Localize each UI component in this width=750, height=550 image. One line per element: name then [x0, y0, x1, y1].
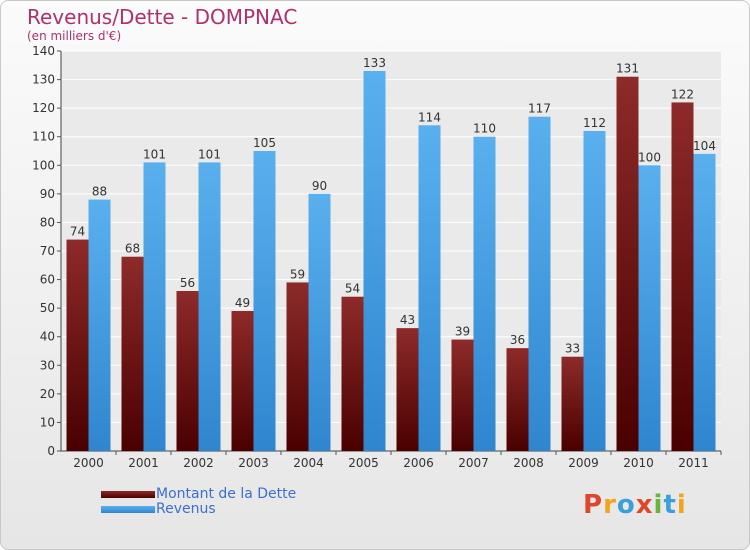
data-label-dette: 36 [510, 333, 525, 347]
y-tick-label: 100 [32, 158, 55, 172]
bar-revenus [418, 125, 441, 452]
x-tick-label: 2006 [403, 456, 434, 470]
x-tick-label: 2011 [678, 456, 709, 470]
axes: 0 10 20 30 40 50 60 70 80 90 100 110 120 130 140 2000 20… [32, 44, 722, 470]
bar-dette [286, 282, 309, 451]
x-tick-label: 2007 [458, 456, 489, 470]
x-tick-label: 2008 [513, 456, 544, 470]
bar-dette [231, 311, 254, 451]
data-label-dette: 54 [345, 282, 360, 296]
y-tick-label: 20 [40, 387, 55, 401]
data-label-dette: 122 [671, 87, 694, 101]
bar-revenus [198, 162, 221, 451]
data-label-revenus: 112 [583, 116, 606, 130]
data-label-dette: 43 [400, 313, 415, 327]
bar-revenus [363, 71, 386, 451]
bar-dette [341, 296, 364, 451]
chart-title: Revenus/Dette - DOMPNAC [27, 5, 298, 29]
x-tick-label: 2005 [348, 456, 379, 470]
x-tick-label: 2001 [128, 456, 159, 470]
bar-dette [671, 102, 694, 451]
y-tick-label: 70 [40, 244, 55, 258]
data-label-dette: 33 [565, 342, 580, 356]
bar-revenus [638, 165, 661, 452]
logo-letter: r [603, 490, 617, 520]
bar-revenus [583, 131, 606, 451]
x-tick-label: 2003 [238, 456, 269, 470]
x-tick-label: 2004 [293, 456, 324, 470]
bar-revenus [693, 153, 716, 451]
y-tick-label: 30 [40, 358, 55, 372]
logo-letter: t [663, 490, 677, 520]
y-tick-label: 10 [40, 415, 55, 429]
y-tick-label: 60 [40, 273, 55, 287]
data-label-revenus: 104 [693, 139, 716, 153]
y-tick-label: 0 [47, 444, 55, 458]
y-tick-label: 80 [40, 215, 55, 229]
bar-dette [506, 348, 529, 451]
legend-label-revenus: Revenus [156, 501, 216, 517]
data-label-dette: 131 [616, 62, 639, 76]
data-label-revenus: 117 [528, 102, 551, 116]
data-label-revenus: 90 [312, 179, 327, 193]
data-label-revenus: 110 [473, 122, 496, 136]
bar-revenus [528, 116, 551, 451]
bar-dette [616, 76, 639, 451]
data-label-dette: 74 [70, 225, 85, 239]
bar-revenus [473, 136, 496, 451]
data-label-dette: 68 [125, 242, 140, 256]
bar-revenus [308, 193, 331, 451]
data-label-revenus: 105 [253, 136, 276, 150]
data-label-dette: 39 [455, 325, 470, 339]
bar-revenus [88, 199, 111, 451]
data-label-revenus: 114 [418, 110, 441, 124]
x-tick-label: 2000 [73, 456, 104, 470]
data-label-revenus: 101 [143, 147, 166, 161]
data-label-dette: 59 [290, 267, 305, 281]
logo-letter: i [676, 490, 687, 520]
legend-swatch-revenus [101, 506, 155, 513]
proxiti-logo: Proxiti [583, 490, 687, 520]
bar-dette [396, 328, 419, 451]
data-label-revenus: 133 [363, 56, 386, 70]
data-label-dette: 56 [180, 276, 195, 290]
logo-letter: o [616, 490, 636, 520]
x-tick-label: 2010 [623, 456, 654, 470]
data-label-revenus: 101 [198, 147, 221, 161]
logo-letter: P [583, 490, 604, 520]
bar-dette [176, 291, 199, 451]
logo-letter: i [653, 490, 664, 520]
bar-revenus [143, 162, 166, 451]
bar-dette [66, 239, 89, 451]
grid-lines [61, 50, 721, 452]
bars [66, 71, 716, 452]
y-tick-label: 50 [40, 301, 55, 315]
logo-letter: x [635, 490, 654, 520]
x-tick-label: 2002 [183, 456, 214, 470]
bar-revenus [253, 151, 276, 451]
y-tick-label: 90 [40, 187, 55, 201]
y-tick-label: 120 [32, 101, 55, 115]
data-label-dette: 49 [235, 296, 250, 310]
bar-dette [121, 256, 144, 451]
data-label-revenus: 88 [92, 185, 107, 199]
y-tick-label: 40 [40, 330, 55, 344]
data-label-revenus: 100 [638, 150, 661, 164]
y-tick-label: 130 [32, 73, 55, 87]
chart-subtitle: (en milliers d'€) [27, 29, 122, 43]
data-labels: 74 88 68 101 56 101 49 105 59 90 54 133 43 114 39 110 36… [70, 56, 716, 356]
y-tick-label: 110 [32, 130, 55, 144]
legend-label-dette: Montant de la Dette [156, 486, 297, 502]
y-tick-label: 140 [32, 44, 55, 58]
bar-dette [561, 356, 584, 451]
legend-swatch-dette [101, 491, 155, 498]
x-tick-label: 2009 [568, 456, 599, 470]
bar-dette [451, 339, 474, 451]
